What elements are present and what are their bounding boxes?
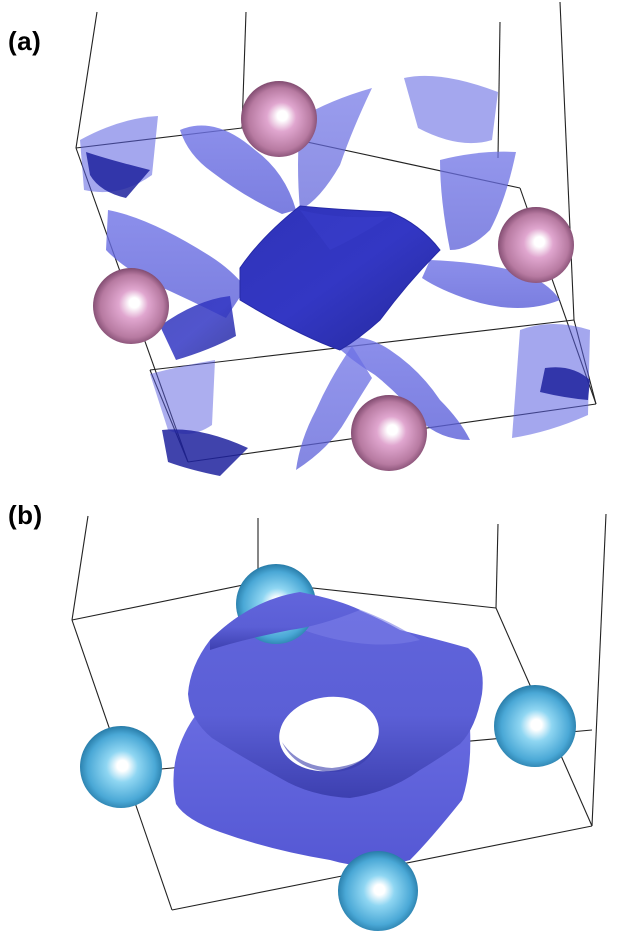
panel-a: (a) [8, 1, 597, 476]
atoms-a [93, 81, 574, 471]
panel-a-label: (a) [8, 26, 42, 56]
panel-b: (b) [0, 480, 643, 932]
atom-a-right [498, 207, 574, 283]
atom-a-left [93, 268, 169, 344]
isosurface-b-occluder [210, 592, 360, 650]
isosurface-b [173, 592, 483, 866]
isosurface-hole [279, 696, 379, 772]
atom-b-bottom [338, 851, 418, 931]
panel-b-figure [71, 513, 607, 931]
atom-a-top [241, 81, 317, 157]
panel-a-figure [75, 1, 597, 476]
atom-a-bottom [351, 395, 427, 471]
atom-b-left [80, 726, 162, 808]
atom-b-right [494, 685, 576, 767]
panel-b-label: (b) [8, 500, 43, 530]
